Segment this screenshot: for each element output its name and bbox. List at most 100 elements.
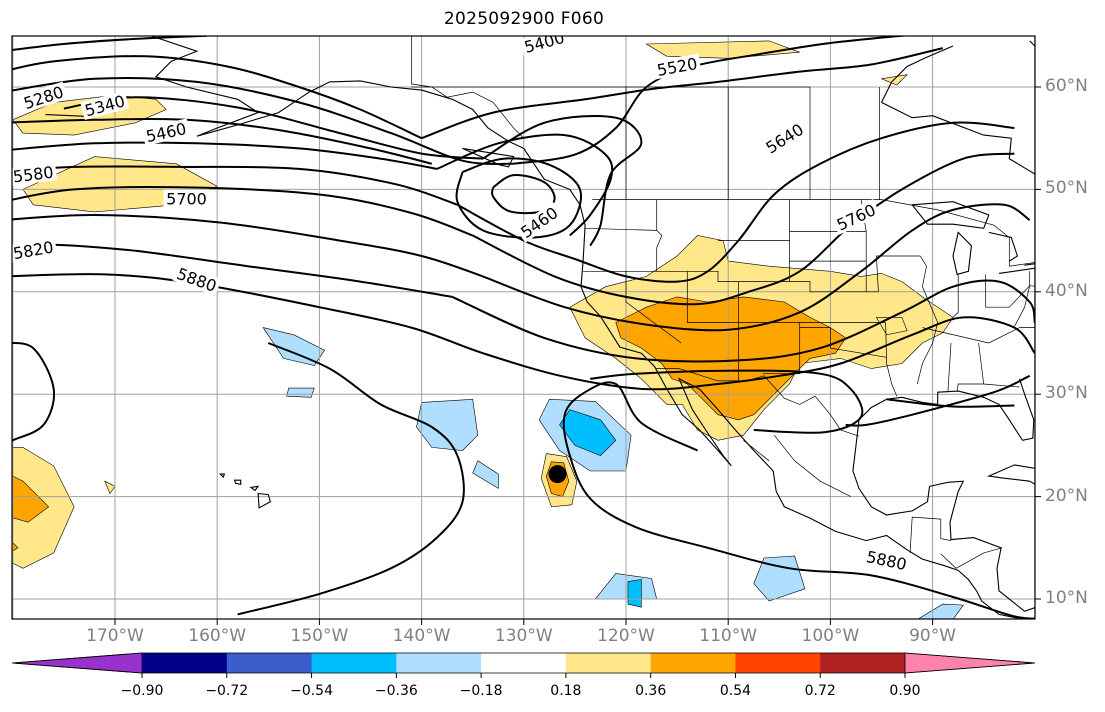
state-border (625, 271, 682, 344)
height-contour (421, 47, 944, 140)
contour-label-text: 5700 (166, 190, 207, 209)
subtropical-contour (886, 398, 1015, 408)
strong-positive-area (12, 475, 50, 523)
state-border (952, 274, 959, 318)
kauai (218, 473, 226, 479)
lon-label: 160°W (188, 626, 247, 646)
cuba (986, 464, 1035, 485)
height-contour (63, 96, 483, 160)
map-title: 2025092900 F060 (443, 9, 605, 29)
height-contour (456, 121, 1015, 283)
negative-area (416, 398, 479, 451)
colorbar-extend-low (11, 652, 143, 674)
state-border (656, 199, 663, 272)
height-contour (482, 115, 643, 247)
hawaii-big-island (257, 492, 271, 509)
height-contour (482, 203, 1031, 332)
lat-label: 10°N (1045, 588, 1088, 608)
height-contour (12, 213, 484, 278)
us-canada-border (592, 199, 1035, 267)
lake-superior (911, 201, 990, 229)
colorbar-tick-label: 0.90 (889, 683, 921, 699)
lon-label: 100°W (801, 626, 860, 646)
colorbar-segment (565, 653, 652, 673)
colorbar (11, 652, 1036, 678)
central-america-border (940, 547, 1003, 569)
lat-label: 40°N (1045, 280, 1088, 301)
lon-label: 150°W (290, 626, 349, 646)
lon-label: 130°W (494, 626, 553, 646)
hudson-bay-west (881, 45, 954, 103)
state-border (956, 342, 985, 392)
colorbar-tick-label: 0.36 (635, 683, 667, 699)
subtropical-contour (562, 381, 1035, 619)
contour-labels: 5280534054605580570058205880594054005520… (12, 36, 911, 574)
mexico-state-border (743, 440, 770, 462)
state-border (762, 322, 801, 375)
colorbar-segment (142, 653, 228, 673)
colorbar-tick-label: −0.18 (459, 683, 503, 699)
oahu (233, 479, 242, 485)
negative-area (472, 460, 499, 489)
height-contour (12, 165, 458, 206)
height-contour (12, 117, 433, 165)
maui (249, 485, 260, 492)
lon-label: 110°W (699, 626, 758, 646)
height-contour (451, 279, 1035, 363)
axis-ticks (114, 86, 1041, 625)
hudson-bay (881, 40, 1035, 175)
colorbar-tick-label: −0.72 (205, 683, 249, 699)
lake-michigan (952, 231, 972, 276)
colorbar-segment (650, 653, 736, 673)
colorbar-tick-label: 0.72 (804, 683, 836, 699)
lake-erie (998, 263, 1035, 274)
negative-area (917, 603, 964, 619)
positive-area (104, 480, 116, 495)
colorbar-tick-label: 0.18 (550, 683, 582, 699)
colorbar-segment (396, 653, 482, 673)
state-border (947, 342, 952, 393)
height-contour (436, 133, 614, 237)
colorbar-tick-label: −0.90 (120, 683, 164, 699)
state-border (885, 322, 898, 397)
lon-label: 90°W (909, 626, 957, 646)
subtropical-contour (237, 342, 465, 616)
central-america-border (909, 516, 952, 553)
colorbar-segment (735, 653, 821, 673)
lon-label: 170°W (86, 626, 144, 646)
us-mexico-border (655, 368, 860, 437)
height-contour (12, 185, 474, 237)
state-border (1014, 285, 1031, 327)
height-contour (12, 141, 438, 170)
strong-negative-area (559, 409, 617, 456)
subtropical-contour (590, 369, 864, 434)
negative-area (753, 555, 806, 602)
mexico-state-border (773, 434, 851, 497)
jamaica (1050, 513, 1073, 518)
state-border (983, 383, 1020, 388)
contour-label: 5700 (163, 189, 210, 209)
contour-label-text: 5580 (12, 163, 55, 187)
colorbar-segment (820, 653, 906, 673)
state-border (916, 255, 939, 385)
lat-label: 60°N (1045, 76, 1088, 96)
height-contour (12, 36, 208, 52)
state-border (985, 271, 1031, 308)
height-contour (12, 55, 423, 140)
colorbar-segment (226, 653, 313, 673)
alaska-canada-border (411, 36, 525, 139)
colorbar-segment (481, 653, 567, 673)
closed-low-contour (455, 157, 582, 239)
subtropical-contour (12, 341, 56, 442)
state-border (876, 255, 921, 292)
subtropical-contour (845, 374, 1031, 427)
lat-label: 30°N (1045, 383, 1088, 404)
state-border (585, 227, 657, 231)
negative-area (286, 387, 315, 398)
state-border (922, 327, 1035, 344)
storm-center-marker (548, 465, 567, 484)
lake-huron (988, 231, 1019, 262)
contour-label: 5580 (12, 162, 58, 187)
height-contour (472, 152, 1015, 306)
